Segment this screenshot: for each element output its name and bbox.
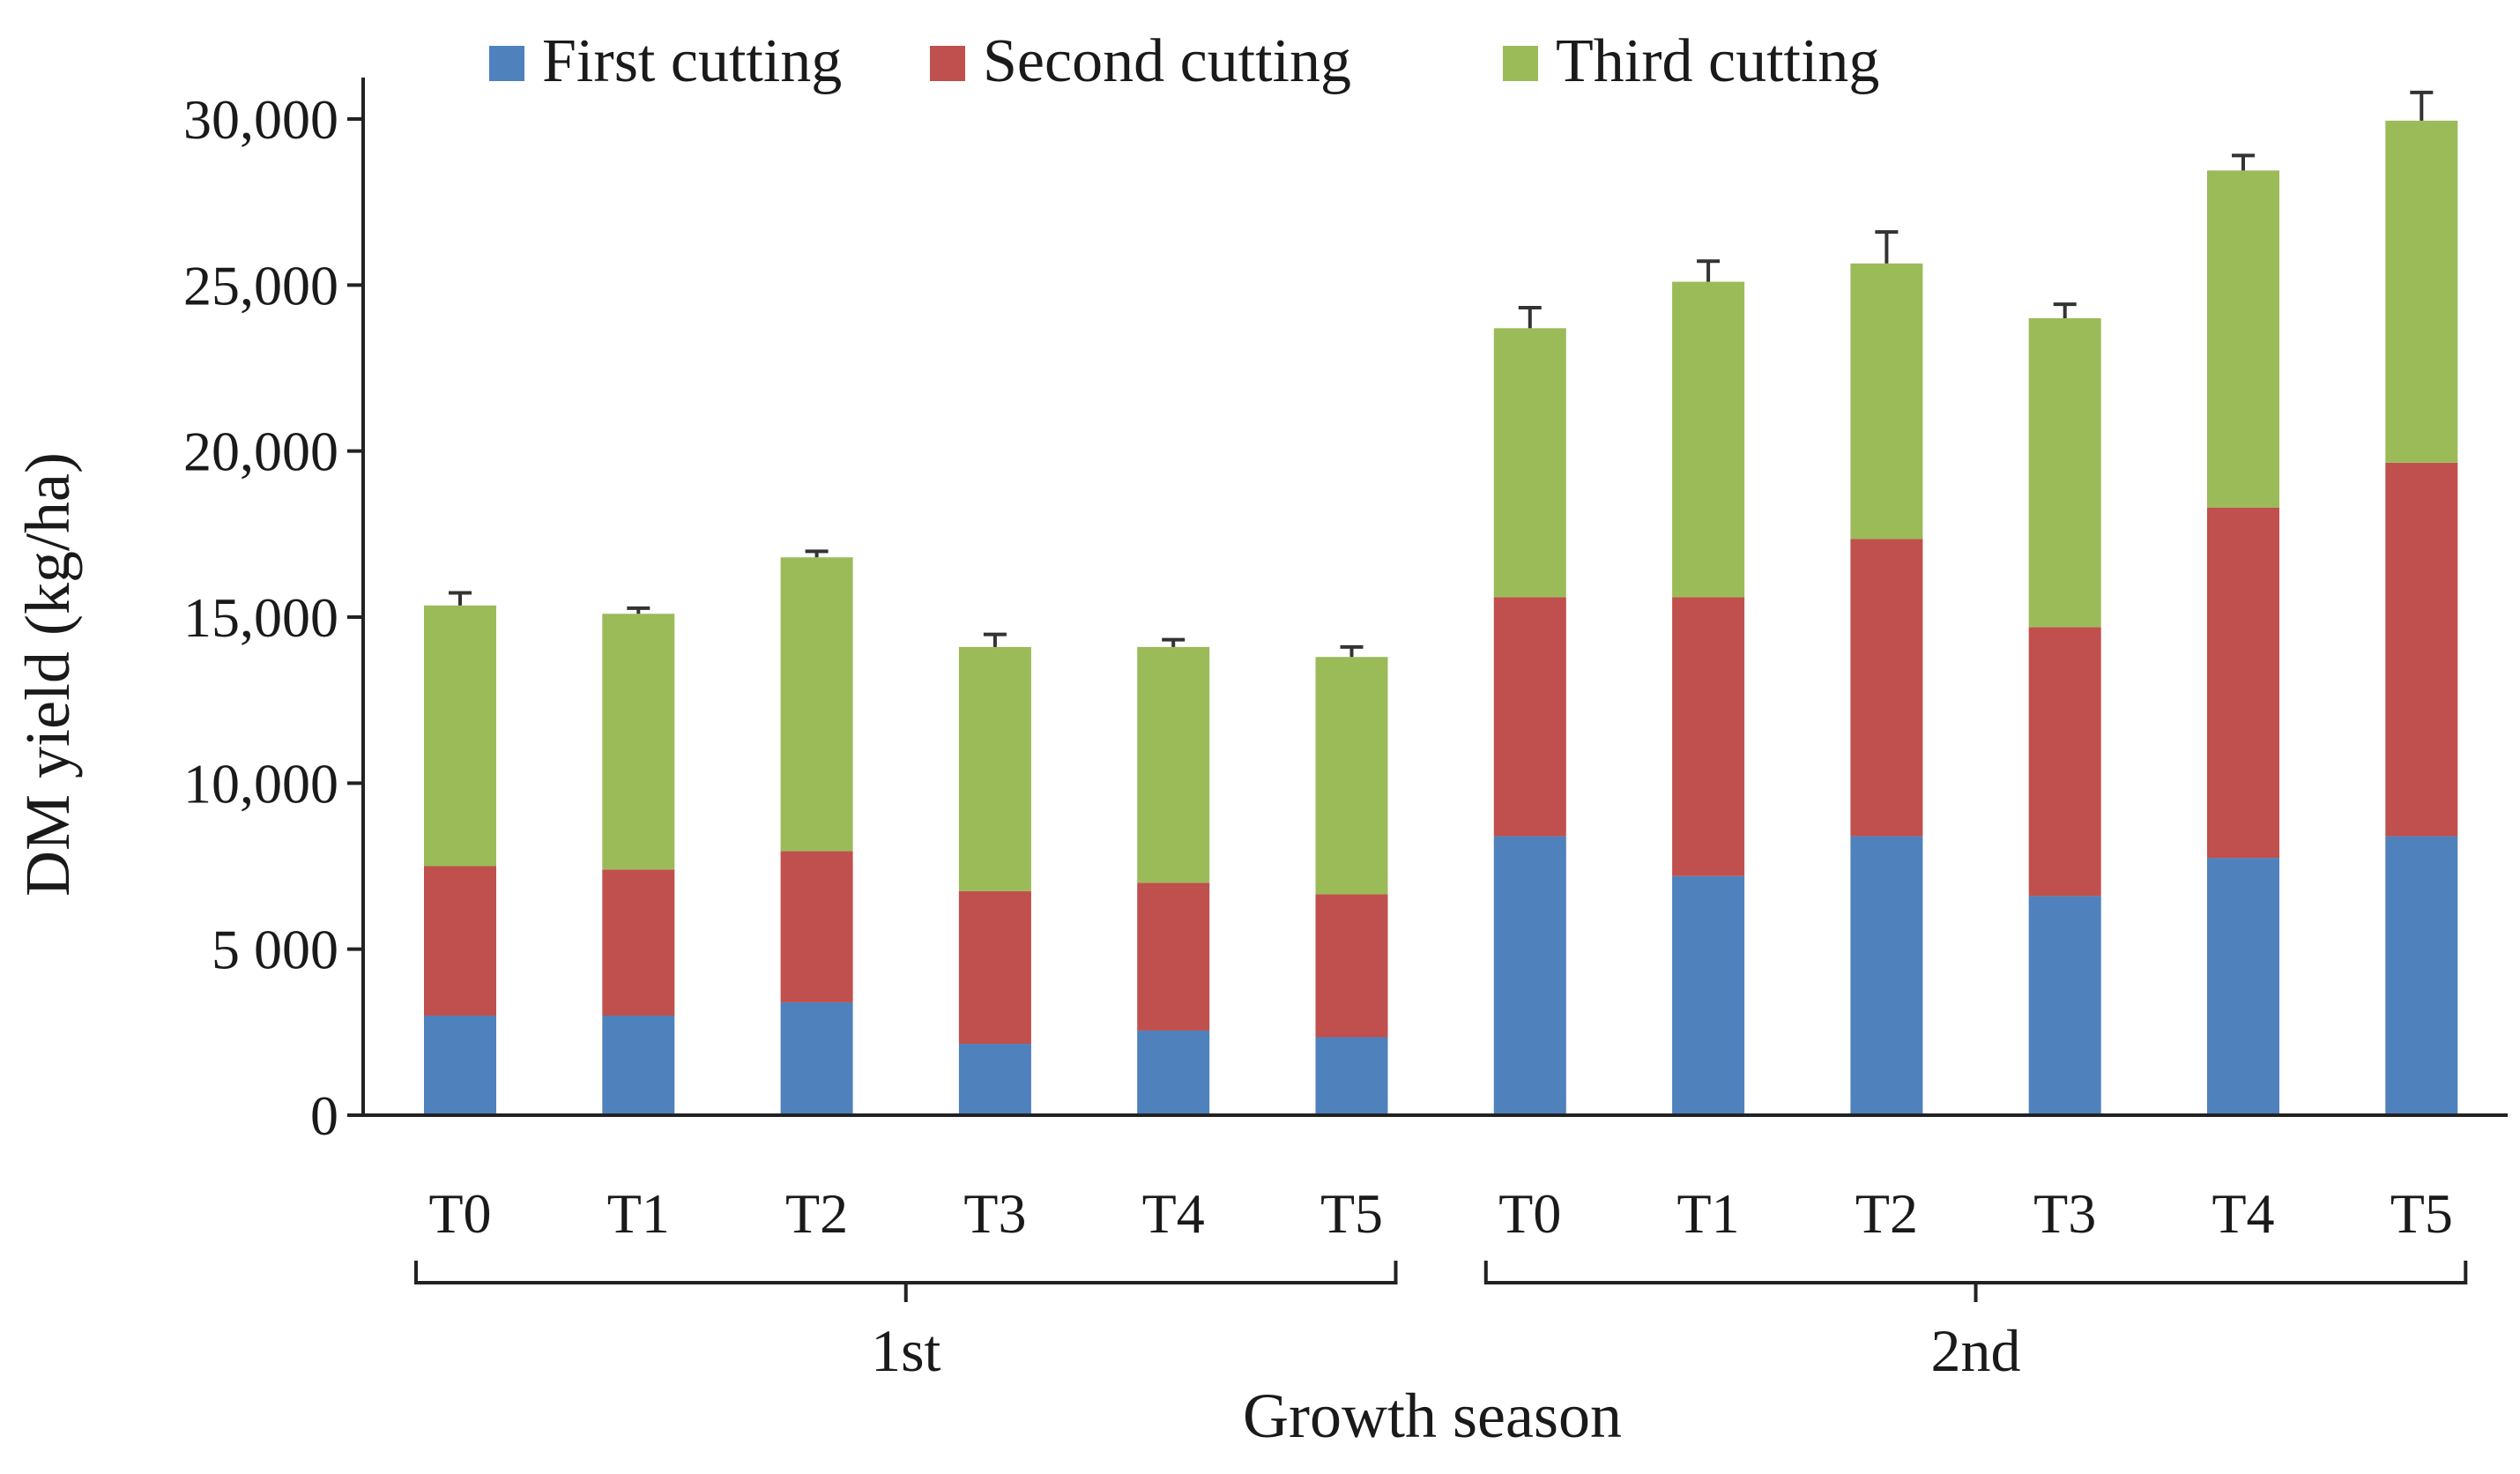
bar-segment (602, 614, 675, 870)
bar-segment (958, 1044, 1031, 1115)
group-bracket (1483, 1261, 2468, 1302)
bar-segment (1137, 646, 1210, 883)
bar-segment (602, 869, 675, 1016)
legend-swatch (1503, 46, 1538, 81)
x-axis: T0 T1 T2 T3 T4 T5 T0 T1 T2 T3 T4 T5 1st 2nd (363, 1113, 2508, 1384)
bar-segment (1315, 894, 1388, 1038)
bar-segment (2207, 507, 2279, 859)
bar-segment (2028, 627, 2101, 897)
x-axis-title: Growth season (1243, 1381, 1622, 1451)
x-tick-label: T5 (2390, 1182, 2453, 1245)
y-tick-label: 10,000 (183, 752, 338, 815)
legend-label: Second cutting (983, 27, 1351, 95)
bar-segment (1850, 836, 1923, 1115)
bar-segment (1672, 597, 1745, 876)
bar-segment (780, 851, 853, 1002)
x-tick-label: T1 (607, 1182, 670, 1245)
bar-segment (2385, 462, 2458, 837)
bar-segment (780, 1001, 853, 1115)
bar-segment (2385, 836, 2458, 1115)
bar-segment (1672, 875, 1745, 1115)
bar-segment (958, 890, 1031, 1045)
y-tick-label: 30,000 (183, 88, 338, 151)
bar-segment (1493, 328, 1566, 598)
bar-segment (424, 866, 496, 1016)
legend-label: Third cutting (1556, 27, 1879, 95)
bar-segment (2028, 896, 2101, 1115)
bar-segment (602, 1016, 675, 1115)
bars (424, 90, 2458, 1115)
bar-segment (424, 1016, 496, 1115)
y-axis-title: DM yield (kg/ha) (12, 452, 83, 897)
group-label: 2nd (1931, 1317, 2021, 1384)
y-tick-label: 20,000 (183, 421, 338, 483)
bar-segment (1493, 836, 1566, 1115)
bar-segment (2207, 858, 2279, 1115)
group-bracket (414, 1261, 1398, 1302)
x-tick-label: T1 (1677, 1182, 1740, 1245)
x-tick-label: T3 (2033, 1182, 2096, 1245)
bar-segment (1672, 281, 1745, 598)
bar-segment (1850, 539, 1923, 837)
bar-segment (1315, 657, 1388, 895)
x-tick-label: T2 (785, 1182, 848, 1245)
bar-segment (1137, 882, 1210, 1031)
x-tick-label: T0 (1498, 1182, 1561, 1245)
x-tick-label: T5 (1320, 1182, 1383, 1245)
bar-segment (1315, 1037, 1388, 1115)
legend: First cutting Second cutting Third cutting (489, 27, 1879, 95)
y-tick-label: 0 (310, 1084, 338, 1147)
group-label: 1st (871, 1317, 940, 1384)
bar-segment (2028, 318, 2101, 628)
bar-segment (1493, 597, 1566, 837)
x-tick-label: T2 (1855, 1182, 1918, 1245)
x-tick-label: T3 (963, 1182, 1026, 1245)
bar-segment (1137, 1030, 1210, 1115)
bar-segment (1850, 263, 1923, 540)
x-tick-label: T4 (2212, 1182, 2274, 1245)
y-axis: 0 5 000 10,000 15,000 20,000 25,000 30,000 (183, 78, 365, 1147)
bar-segment (958, 646, 1031, 891)
bar-segment (780, 557, 853, 852)
legend-swatch (489, 46, 524, 81)
legend-swatch (930, 46, 965, 81)
y-tick-label: 5 000 (212, 919, 338, 981)
bar-segment (2207, 170, 2279, 508)
legend-label: First cutting (542, 27, 842, 95)
y-tick-label: 15,000 (183, 586, 338, 649)
y-tick-label: 25,000 (183, 254, 338, 316)
x-tick-label: T4 (1142, 1182, 1205, 1245)
x-tick-label: T0 (428, 1182, 491, 1245)
bar-segment (2385, 120, 2458, 463)
bar-segment (424, 605, 496, 867)
